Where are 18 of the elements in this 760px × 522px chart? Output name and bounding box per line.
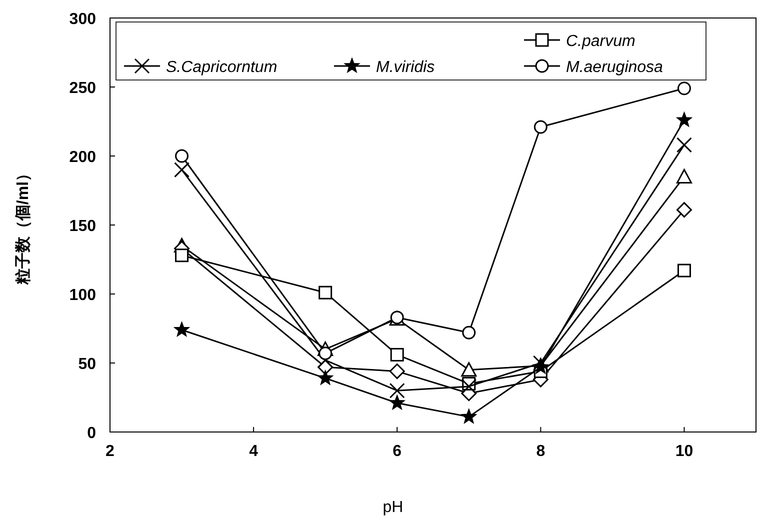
- x-tick-label: 4: [249, 443, 258, 460]
- legend-label: C.parvum: [566, 33, 636, 50]
- y-axis-title: 粒子数（個/ml）: [14, 165, 32, 286]
- y-tick-label: 300: [69, 11, 96, 28]
- x-tick-label: 2: [106, 443, 115, 460]
- x-tick-label: 8: [536, 443, 546, 460]
- y-tick-label: 50: [78, 356, 96, 373]
- x-tick-label: 10: [675, 443, 694, 460]
- legend-label: M.aeruginosa: [566, 59, 664, 76]
- x-tick-label: 6: [392, 443, 402, 460]
- y-tick-label: 250: [69, 80, 96, 97]
- legend-label: M.viridis: [376, 59, 435, 76]
- x-axis-title: pH: [382, 499, 404, 516]
- y-tick-label: 0: [87, 425, 96, 442]
- y-tick-label: 100: [69, 287, 96, 304]
- y-tick-label: 200: [69, 149, 96, 166]
- y-tick-label: 150: [69, 218, 96, 235]
- legend-label: S.Capricorntum: [166, 59, 278, 76]
